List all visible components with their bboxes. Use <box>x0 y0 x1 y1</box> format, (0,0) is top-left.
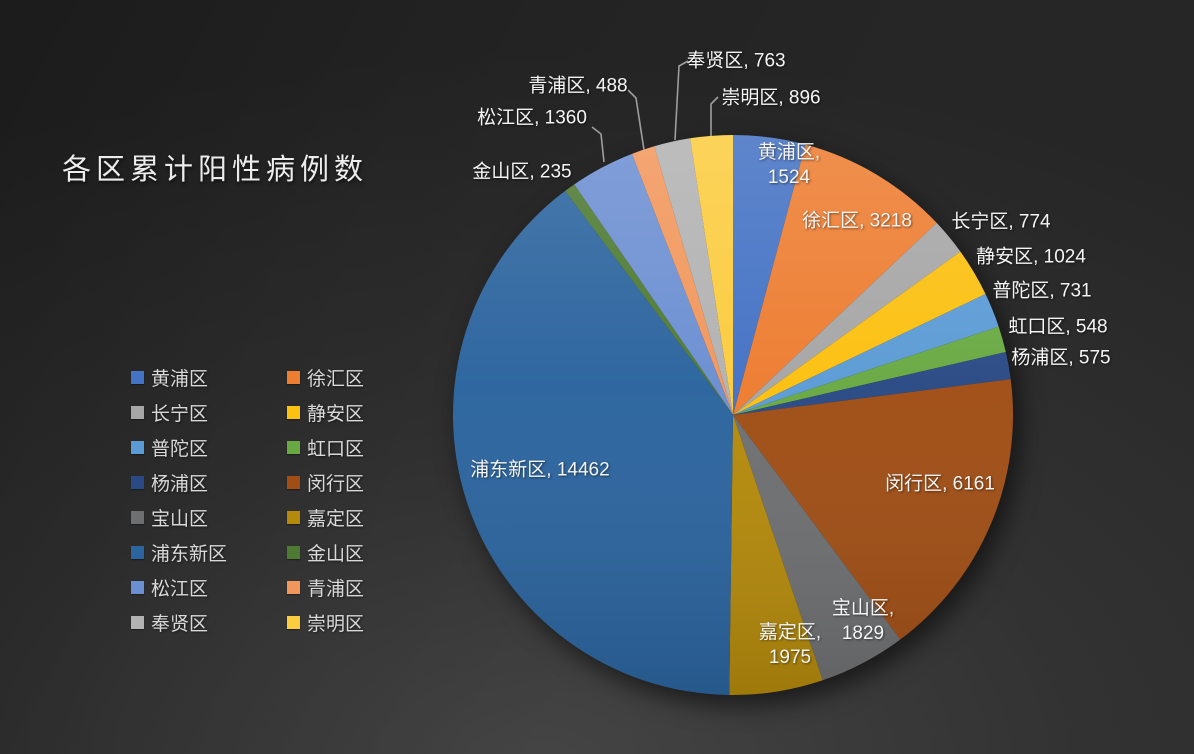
legend-label: 崇明区 <box>307 614 365 635</box>
legend-row: 宝山区 嘉定区 <box>131 500 461 535</box>
legend-label: 长宁区 <box>151 404 209 425</box>
legend-label: 嘉定区 <box>307 509 365 530</box>
legend-item-1[interactable]: 徐汇区 <box>287 364 443 391</box>
legend-swatch-icon <box>287 511 300 524</box>
legend-swatch-icon <box>131 616 144 629</box>
legend-swatch-icon <box>287 371 300 384</box>
legend-item-4[interactable]: 普陀区 <box>131 434 287 461</box>
legend-item-12[interactable]: 松江区 <box>131 574 287 601</box>
legend-item-3[interactable]: 静安区 <box>287 399 443 426</box>
legend-row: 长宁区 静安区 <box>131 395 461 430</box>
legend-row: 奉贤区 崇明区 <box>131 605 461 640</box>
legend-label: 青浦区 <box>307 579 365 600</box>
legend-swatch-icon <box>287 616 300 629</box>
legend-swatch-icon <box>287 581 300 594</box>
legend-item-2[interactable]: 长宁区 <box>131 399 287 426</box>
pie-group <box>452 134 1014 696</box>
legend-row: 浦东新区 金山区 <box>131 535 461 570</box>
legend-swatch-icon <box>131 476 144 489</box>
legend-swatch-icon <box>131 581 144 594</box>
legend-label: 宝山区 <box>151 509 209 530</box>
legend-swatch-icon <box>131 441 144 454</box>
legend-item-11[interactable]: 金山区 <box>287 539 443 566</box>
legend-swatch-icon <box>131 371 144 384</box>
legend-item-10[interactable]: 浦东新区 <box>131 539 287 566</box>
legend-label: 徐汇区 <box>307 369 365 390</box>
legend-swatch-icon <box>131 406 144 419</box>
legend-item-14[interactable]: 奉贤区 <box>131 609 287 636</box>
leader-line-13 <box>627 89 645 151</box>
leader-line-14 <box>674 60 689 141</box>
legend-label: 杨浦区 <box>151 474 209 495</box>
leader-line-15 <box>710 96 719 136</box>
legend-item-8[interactable]: 宝山区 <box>131 504 287 531</box>
legend-item-7[interactable]: 闵行区 <box>287 469 443 496</box>
legend-label: 黄浦区 <box>151 369 209 390</box>
legend-label: 松江区 <box>151 579 209 600</box>
legend-label: 静安区 <box>307 404 365 425</box>
legend-row: 黄浦区 徐汇区 <box>131 360 461 395</box>
legend-label: 金山区 <box>307 544 365 565</box>
legend-row: 杨浦区 闵行区 <box>131 465 461 500</box>
legend-swatch-icon <box>131 511 144 524</box>
legend-item-13[interactable]: 青浦区 <box>287 574 443 601</box>
legend-swatch-icon <box>287 546 300 559</box>
legend-row: 普陀区 虹口区 <box>131 430 461 465</box>
legend-item-6[interactable]: 杨浦区 <box>131 469 287 496</box>
legend-item-9[interactable]: 嘉定区 <box>287 504 443 531</box>
legend-label: 奉贤区 <box>151 614 209 635</box>
legend-item-0[interactable]: 黄浦区 <box>131 364 287 391</box>
legend-item-15[interactable]: 崇明区 <box>287 609 443 636</box>
legend-swatch-icon <box>287 441 300 454</box>
legend-label: 普陀区 <box>151 439 209 460</box>
legend-swatch-icon <box>287 406 300 419</box>
legend-label: 虹口区 <box>307 439 365 460</box>
legend-label: 浦东新区 <box>151 544 228 565</box>
chart-legend: 黄浦区 徐汇区长宁区 静安区普陀区 虹口区杨浦区 闵行区宝山区 嘉定区浦东新区 金山区松江区… <box>131 360 461 640</box>
legend-item-5[interactable]: 虹口区 <box>287 434 443 461</box>
chart-title: 各区累计阳性病例数 <box>62 154 369 186</box>
legend-label: 闵行区 <box>307 474 365 495</box>
legend-swatch-icon <box>131 546 144 559</box>
legend-swatch-icon <box>287 476 300 489</box>
legend-row: 松江区 青浦区 <box>131 570 461 605</box>
leader-line-12 <box>591 126 605 163</box>
